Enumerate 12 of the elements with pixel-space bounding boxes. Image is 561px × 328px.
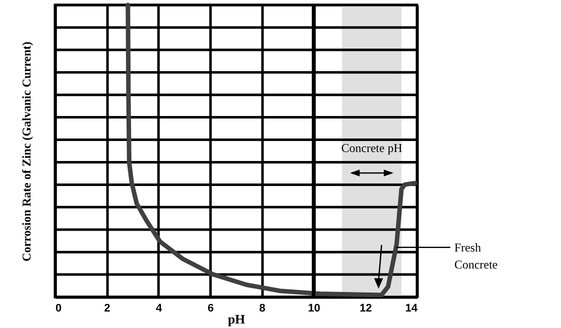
x-tick-label: 2 xyxy=(104,302,110,314)
x-tick-label: 0 xyxy=(56,302,62,314)
x-tick-label: 6 xyxy=(208,302,214,314)
annotation: Fresh Concrete xyxy=(454,240,498,272)
x-tick-label: 4 xyxy=(156,302,163,314)
x-tick-label: 8 xyxy=(259,302,266,314)
x-tick-label: 10 xyxy=(308,302,320,314)
y-axis-title: Corrosion Rate of Zinc (Galvanic Current) xyxy=(20,42,34,262)
band-label: Concrete pH xyxy=(341,141,403,155)
x-axis-title: pH xyxy=(228,312,246,326)
x-tick-label: 14 xyxy=(405,302,418,314)
x-tick-label: 12 xyxy=(360,302,372,314)
